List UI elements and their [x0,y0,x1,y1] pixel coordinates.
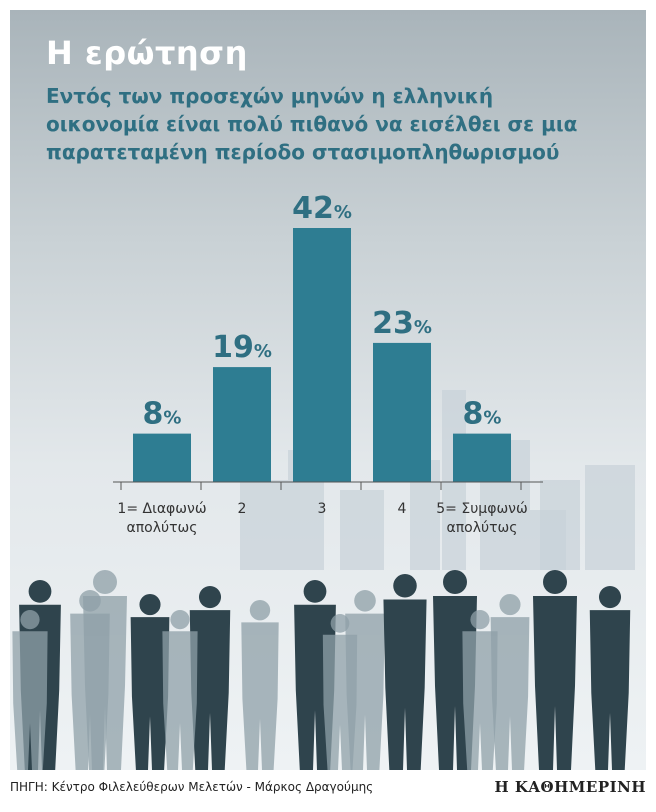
person-silhouette [322,614,358,770]
building [530,510,566,570]
person-silhouette [383,574,427,770]
bar [133,433,191,482]
data-label: 8% [463,397,502,432]
building [240,480,288,570]
x-tick-label: 3 [318,501,327,517]
chart: 8% 19% 42% 23% 8% 1= Διαφωνώ απολύτως 2 3 4 5= Συ… [12,191,635,770]
x-tick-label: 1= Διαφωνώ απολύτως [117,501,206,536]
survey-question: Εντός των προσεχών μηνών η ελληνική οικο… [46,84,578,164]
x-tick-label: 4 [398,501,407,517]
data-label: 19% [212,330,272,365]
data-label: 42% [292,191,352,226]
person-silhouette [189,586,231,770]
x-axis: 1= Διαφωνώ απολύτως 2 3 4 5= Συμφωνώ απολύτως [113,481,543,536]
footer: ΠΗΓΗ: Κέντρο Φιλελεύθερων Μελετών - Μάρκ… [0,772,656,812]
source-note: ΠΗΓΗ: Κέντρο Φιλελεύθερων Μελετών - Μάρκ… [10,780,374,794]
bar [373,342,431,482]
person-silhouette [462,610,498,770]
page-title: Η ερώτηση [46,34,248,72]
data-label: 8% [143,397,182,432]
building [585,465,635,570]
person-silhouette [241,600,279,770]
person-silhouette [162,610,198,770]
person-silhouette [490,594,530,770]
person-silhouette [83,570,127,770]
person-silhouette [589,586,631,770]
x-tick-label: 2 [238,501,247,517]
publisher-logo: Η ΚΑΘΗΜΕΡΙΝΗ [494,778,646,796]
crowd-silhouettes [12,570,631,770]
x-tick-label: 5= Συμφωνώ απολύτως [436,501,527,536]
bar-series: 8% 19% 42% 23% 8% [133,191,511,482]
person-silhouette [533,570,577,770]
building [340,490,384,570]
bar [293,228,351,482]
bar [453,433,511,482]
bar [213,367,271,482]
person-silhouette [12,610,48,770]
chart-panel: 8% 19% 42% 23% 8% 1= Διαφωνώ απολύτως 2 3 4 5= Συ… [10,10,646,770]
person-silhouette [130,594,170,770]
data-label: 23% [372,306,432,341]
